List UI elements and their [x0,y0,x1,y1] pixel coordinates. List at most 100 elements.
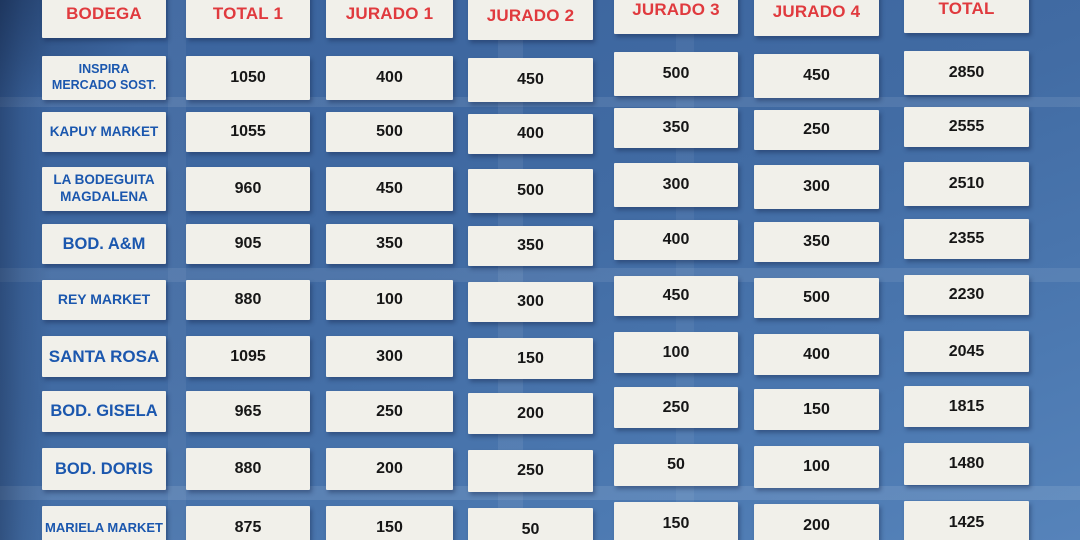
score-value: 200 [517,404,544,422]
score-value: 450 [662,287,690,304]
total-score-value: 1815 [948,397,985,415]
score-cell: 350 [326,224,453,264]
score-value: 965 [234,402,262,420]
score-cell: 1095 [186,336,310,377]
score-cell: 300 [326,336,453,377]
bodega-name: BOD. DORIS [54,459,154,478]
score-value: 50 [667,456,685,473]
score-cell: 1055 [186,112,310,152]
total-score-cell: 2555 [904,107,1029,147]
score-cell: 200 [754,504,879,540]
score-value: 100 [376,291,403,308]
score-cell: 500 [326,112,453,152]
score-value: 450 [517,71,544,88]
score-value: 500 [517,182,544,199]
score-cell: 50 [468,508,593,540]
bodega-cell: KAPUY MARKET [42,112,166,152]
score-value: 1055 [230,123,266,140]
score-cell: 350 [614,108,738,148]
column-header-label: JURADO 4 [772,2,861,22]
score-cell: 200 [468,393,593,434]
score-cell: 400 [614,220,738,260]
score-value: 150 [517,349,544,367]
bodega-name: REY MARKET [57,291,151,308]
score-cell: 400 [754,334,879,375]
column-header-label: BODEGA [66,4,142,24]
score-value: 400 [803,345,830,363]
bodega-cell: INSPIRA MERCADO SOST. [42,56,166,100]
bodega-name: INSPIRA [78,62,130,77]
score-cell: 250 [468,450,593,492]
bodega-name: SANTA ROSA [48,346,160,366]
bodega-cell: BOD. GISELA [42,391,166,432]
score-cell: 300 [468,282,593,322]
bodega-name: LA BODEGUITA [53,172,155,188]
column-header-cell: JURADO 3 [614,0,738,34]
score-cell: 1050 [186,56,310,100]
bodega-name: MARIELA MARKET [45,519,163,535]
score-value: 100 [803,458,830,475]
score-value: 150 [803,400,830,418]
total-score-cell: 2355 [904,219,1029,259]
score-value: 350 [803,233,830,250]
score-value: 200 [803,517,830,534]
column-header-label: TOTAL [938,0,995,19]
bodega-cell: REY MARKET [42,280,166,320]
total-score-value: 2510 [948,175,985,192]
score-value: 150 [662,515,690,532]
column-header-cell: BODEGA [42,0,166,38]
score-value: 875 [234,519,262,536]
bodega-name: KAPUY MARKET [49,123,159,139]
score-value: 350 [517,237,544,254]
score-cell: 150 [754,389,879,430]
score-cell: 300 [754,165,879,209]
score-value: 500 [662,65,690,82]
score-value: 300 [376,347,403,365]
total-score-cell: 1815 [904,386,1029,427]
score-value: 250 [517,462,544,479]
total-score-value: 2555 [948,118,985,135]
score-value: 905 [234,235,262,252]
score-cell: 100 [754,446,879,488]
bodega-name: BOD. GISELA [50,402,158,421]
score-cell: 150 [326,506,453,540]
score-cell: 905 [186,224,310,264]
score-cell: 150 [468,338,593,379]
score-cell: 450 [754,54,879,98]
score-value: 350 [662,119,690,136]
score-cell: 350 [754,222,879,262]
score-value: 400 [376,69,403,86]
bodega-name: BOD. A&M [62,234,146,253]
column-header-cell: TOTAL 1 [186,0,310,38]
total-score-value: 2230 [948,286,985,303]
score-value: 250 [803,121,830,138]
score-value: 350 [376,235,403,252]
column-header-label: TOTAL 1 [212,4,284,24]
score-cell: 880 [186,448,310,490]
score-cell: 965 [186,391,310,432]
total-score-value: 2045 [948,342,985,360]
score-value: 500 [376,123,403,140]
score-cell: 450 [614,276,738,316]
column-header-cell: JURADO 2 [468,0,593,40]
column-header-label: JURADO 3 [632,0,720,20]
score-value: 300 [662,176,690,193]
score-cell: 960 [186,167,310,211]
total-score-cell: 2850 [904,51,1029,95]
bodega-cell: LA BODEGUITA MAGDALENA [42,167,166,211]
total-score-cell: 1425 [904,501,1029,540]
total-score-value: 2355 [948,230,985,247]
score-value: 100 [662,343,690,361]
score-cell: 350 [468,226,593,266]
score-cell: 450 [326,167,453,211]
score-cell: 500 [468,169,593,213]
column-header-cell: JURADO 4 [754,0,879,36]
score-value: 500 [803,289,830,306]
score-cell: 400 [468,114,593,154]
score-cell: 100 [614,332,738,373]
bodega-cell: MARIELA MARKET [42,506,166,540]
total-score-cell: 2230 [904,275,1029,315]
column-header-label: JURADO 2 [486,6,575,26]
score-value: 50 [521,521,540,538]
